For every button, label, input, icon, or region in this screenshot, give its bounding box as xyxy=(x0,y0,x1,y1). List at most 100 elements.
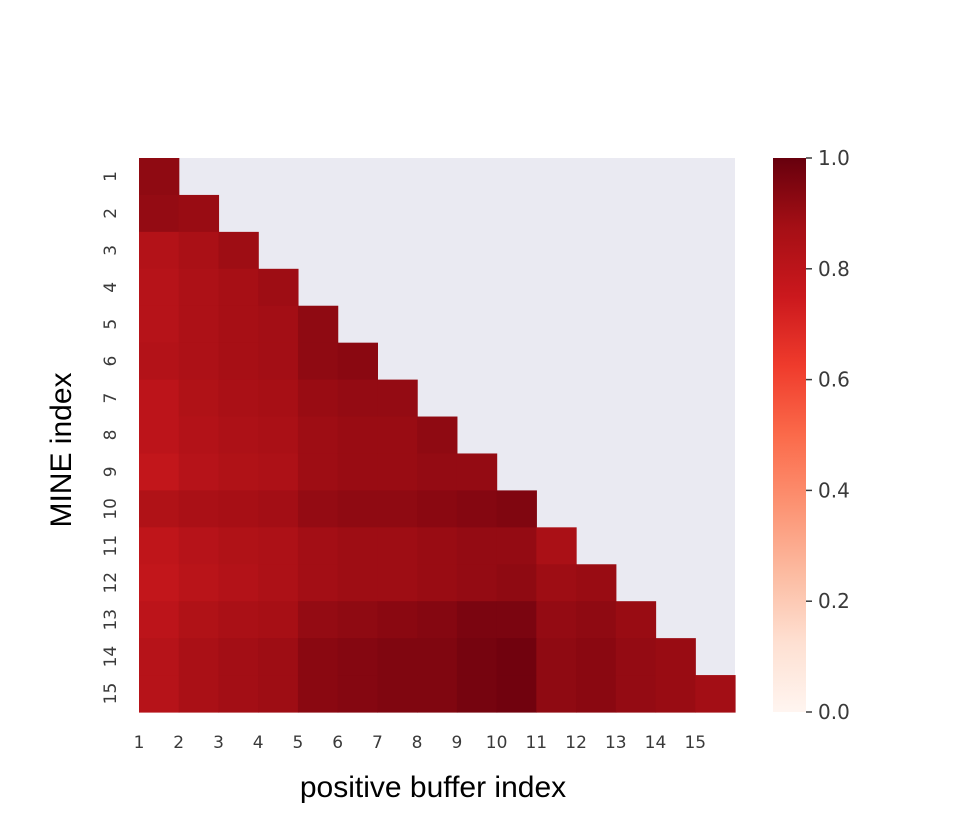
heatmap-cell-r11-c3 xyxy=(218,527,259,565)
heatmap-cell-r11-c9 xyxy=(456,527,498,565)
x-tick-label: 10 xyxy=(486,733,508,753)
heatmap-cell-r13-c12 xyxy=(576,601,617,639)
heatmap-cell-r8-c1 xyxy=(139,416,180,455)
heatmap-cell-r14-c3 xyxy=(218,638,259,676)
heatmap-cell-r14-c6 xyxy=(337,638,378,676)
heatmap-cell-r11-c1 xyxy=(139,527,180,565)
heatmap-cell-r5-c5 xyxy=(297,305,339,344)
heatmap-cell-r8-c4 xyxy=(258,416,299,455)
heatmap-cell-r9-c1 xyxy=(139,453,180,491)
x-tick-label: 4 xyxy=(253,733,264,753)
heatmap-cell-r6-c6 xyxy=(337,342,378,381)
x-tick-label: 7 xyxy=(372,733,383,753)
heatmap-cell-r14-c4 xyxy=(258,638,299,676)
heatmap-cell-r3-c2 xyxy=(178,231,220,270)
heatmap-cell-r8-c5 xyxy=(297,416,339,455)
x-tick-label: 8 xyxy=(412,733,423,753)
heatmap-cell-r14-c5 xyxy=(297,638,339,676)
heatmap-cell-r10-c4 xyxy=(258,490,299,528)
x-tick-label: 15 xyxy=(684,733,706,753)
heatmap-cell-r12-c6 xyxy=(337,564,378,602)
heatmap-cell-r14-c2 xyxy=(178,638,220,676)
heatmap-cell-r11-c8 xyxy=(417,527,458,565)
y-tick-label: 3 xyxy=(101,245,121,256)
colorbar-tick-labels: 0.0 0.2 0.4 0.6 0.8 1.0 xyxy=(806,146,850,724)
heatmap-cell-r9-c3 xyxy=(218,453,259,491)
y-tick-label: 14 xyxy=(101,646,121,668)
heatmap-cell-r13-c13 xyxy=(615,601,657,639)
heatmap-cell-r13-c9 xyxy=(456,601,498,639)
heatmap-cell-r6-c5 xyxy=(297,342,339,381)
y-tick-label: 12 xyxy=(101,572,121,594)
x-tick-label: 13 xyxy=(605,733,627,753)
heatmap-cell-r9-c9 xyxy=(456,453,498,491)
colorbar-tick-label: 1.0 xyxy=(818,146,850,170)
heatmap-cell-r15-c6 xyxy=(337,675,378,713)
heatmap-cell-r7-c1 xyxy=(139,379,180,418)
heatmap-cell-r13-c10 xyxy=(496,601,537,639)
heatmap-cell-r14-c11 xyxy=(536,638,577,676)
heatmap-cell-r12-c3 xyxy=(218,564,259,602)
heatmap-cell-r10-c2 xyxy=(178,490,220,528)
heatmap-cell-r7-c3 xyxy=(218,379,259,418)
heatmap-cell-r9-c5 xyxy=(297,453,339,491)
y-tick-label: 9 xyxy=(101,466,121,477)
heatmap-cell-r13-c3 xyxy=(218,601,259,639)
heatmap-cell-r8-c7 xyxy=(377,416,418,455)
heatmap-cell-r15-c3 xyxy=(218,675,259,713)
heatmap-cell-r2-c1 xyxy=(139,194,180,233)
y-tick-label: 8 xyxy=(101,430,121,441)
colorbar-tick-label: 0.4 xyxy=(818,478,850,502)
heatmap-cell-r11-c4 xyxy=(258,527,299,565)
heatmap-cell-r10-c6 xyxy=(337,490,378,528)
heatmap-cell-r11-c11 xyxy=(536,527,577,565)
x-tick-label: 12 xyxy=(565,733,587,753)
heatmap-cell-r15-c10 xyxy=(496,675,537,713)
x-tick-label: 3 xyxy=(213,733,224,753)
heatmap-cell-r13-c7 xyxy=(377,601,418,639)
colorbar-gradient xyxy=(773,158,806,712)
heatmap-cell-r15-c7 xyxy=(377,675,418,713)
heatmap-cell-r10-c9 xyxy=(456,490,498,528)
heatmap-cell-r12-c8 xyxy=(417,564,458,602)
heatmap-cell-r6-c3 xyxy=(218,342,259,381)
y-tick-label: 6 xyxy=(101,356,121,367)
y-tick-label: 5 xyxy=(101,319,121,330)
heatmap-cell-r12-c9 xyxy=(456,564,498,602)
x-tick-label: 11 xyxy=(525,733,547,753)
heatmap-cell-r4-c3 xyxy=(218,268,259,307)
heatmap-cell-r10-c10 xyxy=(496,490,537,528)
heatmap-cell-r13-c6 xyxy=(337,601,378,639)
heatmap-cell-r12-c12 xyxy=(576,564,617,602)
heatmap-cell-r6-c1 xyxy=(139,342,180,381)
heatmap-cell-r9-c8 xyxy=(417,453,458,491)
heatmap-cell-r1-c1 xyxy=(139,158,180,196)
heatmap-cell-r11-c6 xyxy=(337,527,378,565)
y-tick-label: 2 xyxy=(101,208,121,219)
heatmap-cell-r12-c10 xyxy=(496,564,537,602)
colorbar-tick-label: 0.0 xyxy=(818,700,850,724)
heatmap-cell-r9-c4 xyxy=(258,453,299,491)
heatmap-cell-r7-c7 xyxy=(377,379,418,418)
heatmap-cell-r15-c9 xyxy=(456,675,498,713)
heatmap-cell-r8-c2 xyxy=(178,416,220,455)
x-tick-label: 5 xyxy=(292,733,303,753)
heatmap-cell-r14-c9 xyxy=(456,638,498,676)
y-axis-title: MINE index xyxy=(45,372,78,527)
heatmap-cell-r8-c6 xyxy=(337,416,378,455)
y-tick-label: 15 xyxy=(101,683,121,705)
heatmap-cell-r13-c11 xyxy=(536,601,577,639)
heatmap-cell-r5-c1 xyxy=(139,305,180,344)
heatmap-cell-r9-c2 xyxy=(178,453,220,491)
x-tick-label: 2 xyxy=(173,733,184,753)
heatmap-cell-r2-c2 xyxy=(178,194,220,233)
x-axis-title: positive buffer index xyxy=(300,771,566,804)
heatmap-cell-r8-c3 xyxy=(218,416,259,455)
heatmap-cell-r15-c12 xyxy=(576,675,617,713)
heatmap-cell-r6-c2 xyxy=(178,342,220,381)
heatmap-cell-r5-c4 xyxy=(258,305,299,344)
heatmap-cell-r7-c4 xyxy=(258,379,299,418)
y-tick-label: 11 xyxy=(101,535,121,557)
heatmap-cell-r10-c5 xyxy=(297,490,339,528)
